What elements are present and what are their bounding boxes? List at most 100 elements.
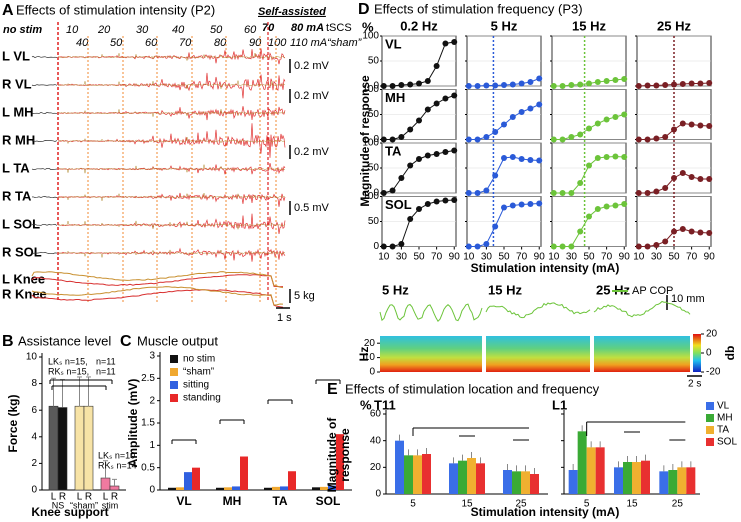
data-point [550, 190, 557, 196]
data-point [594, 120, 601, 127]
data-point [424, 201, 431, 207]
bar [641, 460, 650, 494]
scale-label: 0.2 mV [294, 146, 330, 158]
data-point [662, 185, 669, 191]
legend-swatch [706, 402, 714, 410]
data-point [559, 190, 566, 196]
bar [109, 485, 120, 491]
data-point [697, 122, 704, 129]
emg-trace [57, 164, 286, 174]
cop-trace [593, 300, 691, 318]
sham-intensity-label: 50 [110, 37, 123, 49]
data-point [442, 197, 449, 204]
y-tick-label: 0 [373, 134, 379, 145]
data-point [536, 101, 543, 108]
data-point [559, 243, 566, 250]
y-unit: % [362, 19, 374, 34]
legend-label: AP COP [632, 285, 673, 297]
data-point [398, 82, 405, 88]
sham-intensity-label: 90 [249, 37, 262, 49]
trace-label: R TA [2, 188, 32, 203]
x-tick-label: 50 [583, 252, 595, 263]
data-point [407, 126, 414, 133]
emg-trace [31, 112, 58, 115]
data-point [612, 153, 619, 160]
trace-label: L Knee [2, 271, 45, 286]
y-tick-label: 100 [362, 138, 379, 149]
data-point [407, 162, 414, 169]
annotation: LKₛ n=15, [48, 356, 88, 366]
bar [521, 471, 530, 494]
bar [336, 434, 344, 490]
x-tick-label: 25 [515, 499, 527, 510]
data-point [635, 136, 642, 143]
data-point [527, 79, 534, 85]
data-point [416, 206, 422, 212]
scale-label: 1 s [277, 312, 292, 324]
emg-trace [58, 192, 286, 207]
data-point [594, 79, 601, 85]
y-tick-label: 0 [373, 241, 379, 252]
data-point [706, 230, 713, 236]
data-point [568, 243, 575, 250]
legend-swatch [170, 368, 178, 376]
data-point [451, 147, 458, 154]
bar [232, 486, 240, 490]
x-tick-label: 90 [449, 252, 461, 263]
x-tick-label: 10 [633, 252, 645, 263]
sham-intensity-label: 80 [214, 37, 227, 49]
x-tick-label: 30 [651, 252, 663, 263]
y-tick-label: 1 [149, 440, 155, 451]
y-tick-label: 100 [362, 31, 379, 42]
emg-trace [31, 84, 58, 86]
panel-label: D [358, 1, 370, 18]
y-tick-label: 0 [31, 485, 37, 496]
y-tick-label: 1.5 [141, 418, 155, 429]
bar [280, 486, 288, 490]
data-point [568, 134, 575, 140]
bar [512, 471, 521, 494]
data-point [706, 123, 713, 129]
annotation: RKₛ n=14 [98, 460, 137, 470]
bar [57, 407, 68, 491]
sham-intensity-label: 40 [76, 37, 89, 49]
x-axis-label: Stimulation intensity (mA) [471, 505, 620, 519]
response-curve [553, 155, 625, 194]
x-tick-label: TA [272, 494, 287, 508]
column-title: 5 Hz [491, 18, 518, 33]
knee-trace [31, 274, 284, 288]
y-tick-label: 2 [149, 395, 155, 406]
y-tick-label: 0 [373, 81, 379, 92]
bar [686, 467, 696, 494]
data-point [483, 241, 490, 247]
y-tick-label: 50 [368, 56, 380, 67]
panel-subtitle: T11 [374, 397, 396, 412]
x-tick-label: 50 [498, 252, 510, 263]
legend-swatch [170, 394, 178, 402]
panel-label: E [327, 381, 338, 398]
bar [328, 485, 336, 490]
data-point [518, 80, 525, 87]
bar [530, 474, 539, 494]
data-point [688, 174, 695, 180]
data-point [662, 238, 669, 245]
annotation: RKₛ n=15, [48, 366, 89, 376]
x-tick-label: SOL [316, 494, 341, 508]
x-tick-label: 50 [668, 252, 680, 263]
data-point [501, 204, 507, 211]
data-point [398, 241, 405, 247]
legend-swatch [170, 381, 178, 389]
y-axis-label: Hz [357, 347, 371, 362]
spectrogram [486, 336, 590, 372]
emg-trace [31, 196, 58, 199]
bar [74, 405, 85, 491]
x-tick-label: 15 [626, 499, 638, 510]
data-point [603, 203, 610, 210]
bar [476, 463, 485, 494]
scale-label: 2 s [688, 379, 701, 390]
data-point [483, 82, 490, 89]
sham-intensity-label: 100 [268, 37, 287, 49]
y-axis-label: Amplitude (mV) [126, 379, 140, 468]
x-tick-label: 30 [481, 252, 493, 263]
x-axis-label: Knee support [31, 505, 108, 519]
